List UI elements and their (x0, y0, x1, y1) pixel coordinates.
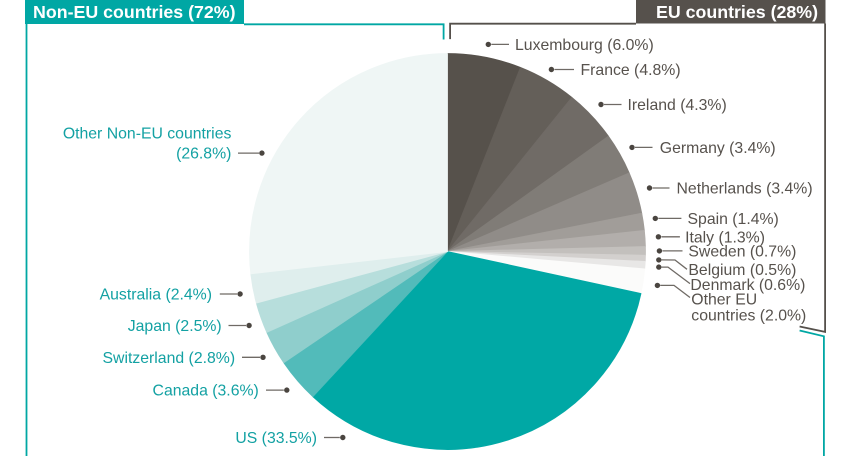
svg-text:Non-EU countries (72%): Non-EU countries (72%) (33, 2, 236, 22)
svg-text:Germany (3.4%): Germany (3.4%) (660, 140, 776, 157)
svg-text:Other EU: Other EU (691, 291, 757, 308)
svg-text:Switzerland (2.8%): Switzerland (2.8%) (103, 350, 236, 367)
svg-text:Denmark (0.6%): Denmark (0.6%) (690, 277, 805, 294)
svg-text:EU countries (28%): EU countries (28%) (656, 2, 818, 22)
svg-text:Belgium (0.5%): Belgium (0.5%) (688, 262, 796, 279)
svg-text:Other Non-EU countries: Other Non-EU countries (63, 125, 232, 142)
svg-text:(26.8%): (26.8%) (176, 146, 231, 163)
svg-text:Canada (3.6%): Canada (3.6%) (153, 383, 259, 400)
svg-text:France (4.8%): France (4.8%) (581, 62, 681, 79)
svg-text:Luxembourg (6.0%): Luxembourg (6.0%) (515, 37, 654, 54)
svg-text:Spain (1.4%): Spain (1.4%) (688, 211, 779, 228)
svg-text:Ireland (4.3%): Ireland (4.3%) (628, 97, 727, 114)
svg-text:US (33.5%): US (33.5%) (235, 430, 317, 447)
svg-text:countries (2.0%): countries (2.0%) (691, 308, 806, 325)
svg-text:Netherlands (3.4%): Netherlands (3.4%) (677, 181, 813, 198)
svg-text:Italy (1.3%): Italy (1.3%) (685, 229, 765, 246)
svg-text:Sweden (0.7%): Sweden (0.7%) (688, 244, 796, 261)
svg-text:Japan (2.5%): Japan (2.5%) (128, 318, 222, 335)
svg-text:Australia (2.4%): Australia (2.4%) (100, 287, 212, 304)
